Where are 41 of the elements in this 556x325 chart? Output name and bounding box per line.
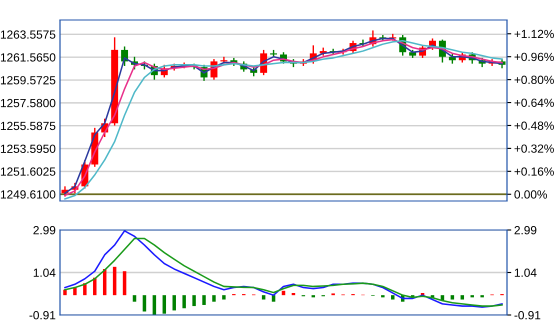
bar [152,295,156,315]
y-tick-label: 1263.5575 [0,30,56,39]
y2-tick-label: +0.80% [514,76,554,84]
y2-tick-label: +0.96% [514,52,554,62]
y2-tick-label: 2.99 [514,226,536,234]
bar [222,295,226,300]
y-tick-label: 1257.5800 [0,98,56,108]
bar [122,271,126,296]
y2-tick-label: +0.48% [514,122,554,130]
y-tick-label: -0.91 [29,311,56,320]
y-tick-label: 1259.5725 [0,76,56,84]
bar [272,295,276,302]
y2-tick-label: 1.04 [514,268,537,277]
bar [142,295,146,312]
bar [460,295,464,300]
y-tick-label: 1251.6025 [0,167,56,176]
y2-tick-label: 0.00% [514,190,547,199]
bar [202,295,206,305]
bar [262,295,266,300]
y-tick-label: 1253.5950 [0,144,56,153]
y-tick-label: 1.04 [34,268,56,277]
y2-tick-label: +0.64% [514,98,554,107]
bar [93,278,97,296]
y-tick-label: 1249.6100 [0,190,56,199]
y-tick-label: 1255.5875 [0,122,56,130]
y-tick-label: 2.99 [33,226,56,234]
bar [391,295,395,300]
bar [172,295,176,310]
bar [102,269,106,296]
y-tick-label: 1261.5650 [0,53,56,62]
bar [162,295,166,314]
bar [192,295,196,306]
bar [212,295,216,302]
bar [292,292,296,296]
y2-tick-label: +1.12% [514,30,554,38]
y2-tick-label: -0.91 [514,311,540,320]
y2-tick-label: +0.16% [514,167,554,176]
bar [450,295,454,300]
y2-tick-label: +0.32% [514,144,554,153]
bar [112,266,116,296]
bar [182,295,186,308]
